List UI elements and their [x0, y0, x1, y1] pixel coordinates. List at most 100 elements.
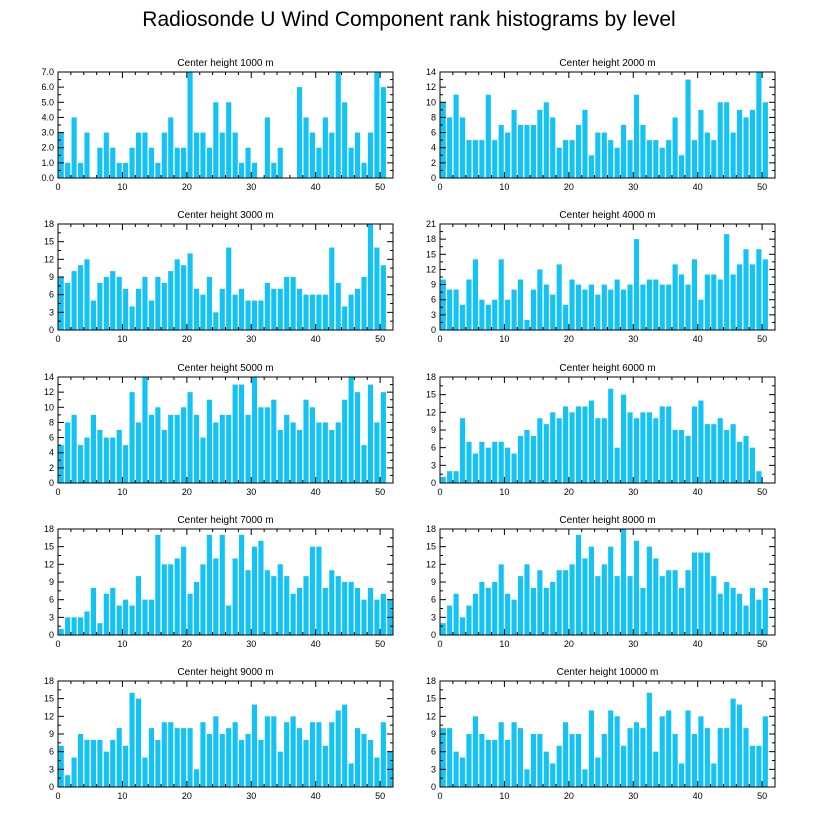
- y-tick-label: 0: [49, 325, 54, 335]
- histogram-bar: [77, 445, 84, 483]
- histogram-bar: [646, 546, 652, 635]
- histogram-bar: [550, 294, 556, 330]
- histogram-bar: [505, 447, 511, 483]
- histogram-bar: [666, 140, 672, 178]
- histogram-bar: [123, 745, 129, 787]
- histogram-bar: [621, 289, 627, 330]
- histogram-bar: [550, 763, 556, 787]
- y-tick-label: 12: [426, 82, 436, 92]
- y-tick-label: 5.0: [41, 97, 54, 107]
- histogram-bar: [232, 294, 238, 330]
- histogram-bar: [58, 629, 64, 635]
- histogram-bar: [498, 259, 504, 330]
- x-tick-label: 30: [628, 334, 638, 344]
- histogram-bar: [505, 739, 511, 787]
- histogram-bar: [103, 277, 109, 330]
- histogram-bar: [271, 288, 277, 330]
- y-tick-label: 0.0: [41, 173, 54, 183]
- histogram-bar: [284, 576, 290, 635]
- histogram-bar: [77, 162, 84, 178]
- histogram-bar: [239, 384, 245, 483]
- y-tick-label: 0: [431, 782, 436, 792]
- y-tick-label: 6: [49, 290, 54, 300]
- histogram-bar: [277, 147, 283, 178]
- histogram-bar: [309, 546, 316, 635]
- histogram-bar: [575, 125, 582, 178]
- y-tick-label: 3: [431, 764, 436, 774]
- x-tick-label: 20: [182, 791, 192, 801]
- histogram-bar: [181, 728, 187, 787]
- histogram-bar: [569, 734, 575, 787]
- histogram-bar: [90, 300, 97, 330]
- histogram-bar: [537, 269, 543, 330]
- histogram-bar: [380, 392, 386, 483]
- histogram-bar: [614, 147, 620, 178]
- histogram-bar: [168, 564, 174, 635]
- x-tick-label: 30: [628, 639, 638, 649]
- histogram-bar: [135, 698, 142, 787]
- histogram-bar: [226, 728, 232, 787]
- x-tick-label: 0: [437, 639, 442, 649]
- histogram-bar: [498, 564, 504, 635]
- y-tick-label: 15: [426, 249, 436, 259]
- histogram-bar: [213, 422, 219, 483]
- histogram-bar: [329, 722, 335, 787]
- histogram-bar: [633, 722, 640, 787]
- x-tick-label: 40: [693, 639, 703, 649]
- histogram-bar: [492, 299, 498, 330]
- y-tick-label: 2: [431, 158, 436, 168]
- histogram-bar: [277, 430, 283, 483]
- histogram-bar: [672, 734, 678, 787]
- histogram-bar: [316, 722, 322, 787]
- histogram-bar: [524, 125, 530, 178]
- histogram-bar: [174, 728, 180, 787]
- x-tick-label: 10: [499, 791, 509, 801]
- histogram-bar: [466, 605, 472, 635]
- histogram-bar: [303, 399, 309, 483]
- histogram-bar: [691, 734, 698, 787]
- x-tick-label: 30: [246, 487, 256, 497]
- histogram-bar: [335, 282, 341, 330]
- histogram-bar: [730, 424, 736, 483]
- histogram-bar: [736, 264, 743, 330]
- histogram-bar: [511, 599, 517, 635]
- histogram-bar: [730, 698, 736, 787]
- histogram-bar: [691, 140, 698, 178]
- histogram-bar: [517, 728, 524, 787]
- histogram-bar: [537, 109, 543, 178]
- x-tick-label: 20: [564, 487, 574, 497]
- histogram-bar: [524, 769, 530, 787]
- y-tick-label: 12: [426, 559, 436, 569]
- histogram-bar: [601, 284, 607, 330]
- histogram-bar: [550, 117, 556, 178]
- histogram-bar: [472, 453, 479, 483]
- histogram-bar: [511, 289, 517, 330]
- histogram-bar: [367, 384, 374, 483]
- histogram-bar: [440, 279, 446, 330]
- histogram-bar: [724, 430, 730, 483]
- histogram-bar: [543, 587, 549, 635]
- histogram-bar: [316, 294, 322, 330]
- histogram-bar: [232, 384, 238, 483]
- histogram-bar: [447, 117, 453, 178]
- histogram-bar: [161, 564, 167, 635]
- histogram-bar: [711, 424, 717, 483]
- histogram-bar: [743, 249, 749, 330]
- histogram-bar: [666, 710, 672, 787]
- histogram-bar: [646, 692, 652, 787]
- histogram-bar: [116, 162, 122, 178]
- histogram-bar: [129, 392, 135, 483]
- histogram-bar: [97, 282, 103, 330]
- histogram-bar: [309, 407, 316, 483]
- histogram-bar: [498, 722, 504, 787]
- histogram-bar: [530, 435, 536, 483]
- histogram-bar: [335, 710, 341, 787]
- histogram-bar: [135, 132, 142, 178]
- x-tick-label: 10: [117, 639, 127, 649]
- histogram-bar: [440, 623, 446, 635]
- histogram-bar: [264, 570, 270, 635]
- histogram-bar: [743, 605, 749, 635]
- histogram-bar: [219, 414, 225, 483]
- histogram-bar: [646, 279, 652, 330]
- y-tick-label: 4: [431, 143, 436, 153]
